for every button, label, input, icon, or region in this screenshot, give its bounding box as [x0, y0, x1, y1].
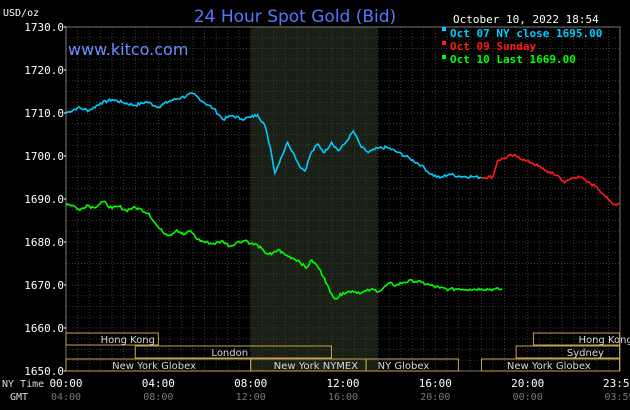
market-session-box	[481, 358, 621, 372]
legend-entry-oct09: Oct 09 Sunday	[450, 40, 536, 53]
market-session-label: New York NYMEX	[274, 361, 359, 372]
market-session-box	[65, 332, 159, 346]
legend-swatch-oct07	[442, 27, 446, 31]
y-tick-label: 1710.0	[24, 107, 64, 120]
market-session-box	[515, 345, 621, 359]
legend: Oct 07 NY close 1695.00 Oct 09 Sunday Oc…	[442, 27, 602, 66]
site-watermark: www.kitco.com	[68, 40, 188, 59]
x-tick-label-gmt: 16:00	[328, 392, 358, 403]
legend-swatch-oct10	[442, 55, 446, 59]
market-session-label: Hong Kong	[101, 335, 155, 346]
x-tick-label-ny: 08:00	[234, 377, 267, 390]
x-tick-label-ny: 00:00	[49, 377, 82, 390]
market-session-label: New York Globex	[507, 361, 591, 372]
legend-swatch-oct09	[442, 41, 446, 45]
x-tick-label-gmt: 12:00	[236, 392, 266, 403]
y-tick-label: 1720.0	[24, 64, 64, 77]
timestamp: October 10, 2022 18:54	[453, 13, 599, 26]
y-tick-label: 1650.0	[24, 365, 64, 378]
market-session-label: Hong Kong	[578, 335, 630, 346]
chart-grid	[65, 26, 621, 372]
x-axis-labels: 00:00 04:00 04:00 08:00 08:00 12:00 12:00 16:00…	[49, 377, 630, 403]
y-tick-label: 1690.0	[24, 193, 64, 206]
x-tick-label-gmt: 00:00	[513, 392, 543, 403]
x-tick-label-gmt: 20:00	[420, 392, 450, 403]
y-tick-label: 1670.0	[24, 279, 64, 292]
x-tick-label-ny: 12:00	[326, 377, 359, 390]
market-session-label: Sydney	[567, 348, 604, 359]
market-session-label: NY Globex	[378, 361, 430, 372]
x-tick-label-gmt: 08:00	[143, 392, 173, 403]
y-tick-label: 1730.0	[24, 21, 64, 34]
price-series	[65, 91, 620, 300]
x-tick-label-gmt: 03:59	[604, 392, 630, 403]
shaded-region	[250, 27, 378, 371]
chart-title: 24 Hour Spot Gold (Bid)	[194, 7, 396, 27]
y-axis-labels: 1730.0 1720.0 1710.0 1700.0 1690.0 1680.0 1670…	[24, 21, 66, 378]
x-tick-label-ny: 20:00	[511, 377, 544, 390]
market-session-box	[134, 345, 332, 359]
y-tick-label: 1660.0	[24, 322, 64, 335]
y-tick-label: 1700.0	[24, 150, 64, 163]
series-line-1	[481, 153, 620, 207]
x-tick-label-ny: 04:00	[142, 377, 175, 390]
market-session-bars: Hong Kong Hong Kong London Sydney New York G…	[65, 332, 630, 372]
market-session-label: New York Globex	[112, 361, 196, 372]
x-tick-label-ny: 16:00	[419, 377, 452, 390]
market-session-box	[365, 358, 459, 372]
legend-entry-oct10: Oct 10 Last 1669.00	[450, 53, 576, 66]
series-line-0	[65, 91, 482, 180]
gmt-row-label: GMT	[10, 392, 28, 403]
legend-entry-oct07: Oct 07 NY close 1695.00	[450, 27, 602, 40]
market-session-box	[532, 332, 621, 346]
market-session-label: London	[211, 348, 248, 359]
y-axis-unit: USD/oz	[3, 8, 39, 19]
ny-time-row-label: NY Time	[2, 379, 44, 390]
x-tick-label-ny: 23:59	[603, 377, 630, 390]
x-tick-label-gmt: 04:00	[51, 392, 81, 403]
series-line-2	[65, 200, 503, 300]
y-tick-label: 1680.0	[24, 236, 64, 249]
